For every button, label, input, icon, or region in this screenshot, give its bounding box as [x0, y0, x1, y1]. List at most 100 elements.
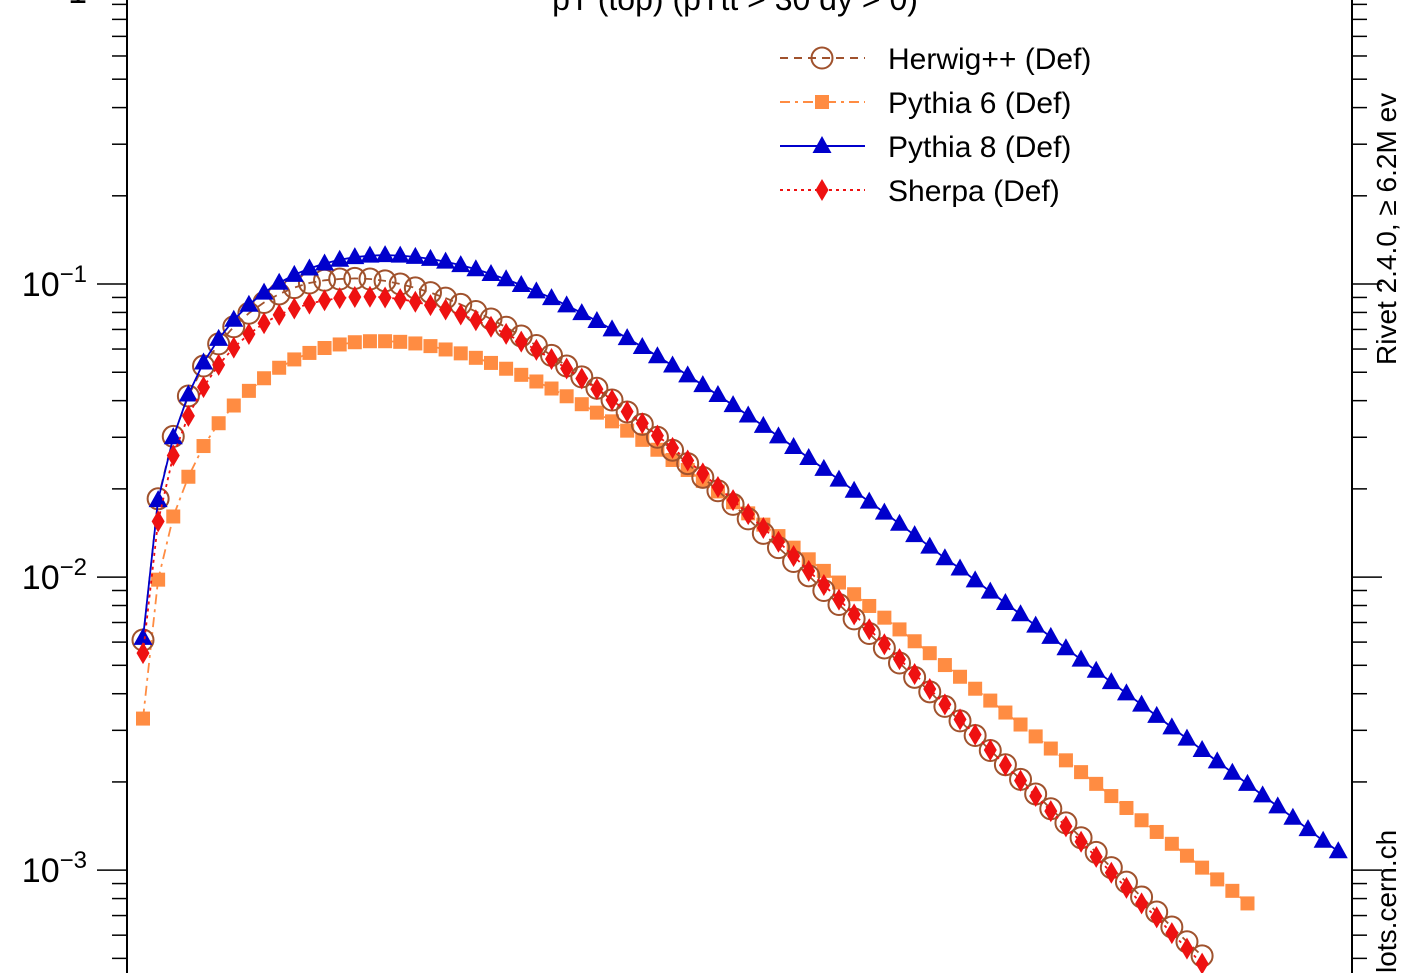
data-point: [590, 378, 604, 401]
data-point: [874, 502, 894, 520]
data-point: [1089, 845, 1103, 868]
data-point: [1253, 785, 1273, 803]
data-point: [393, 334, 408, 349]
data-point: [163, 427, 183, 445]
data-point: [272, 303, 286, 326]
data-point: [317, 340, 332, 355]
data-point: [136, 642, 150, 665]
data-point: [1237, 773, 1257, 791]
data-point: [454, 303, 468, 326]
data-point: [862, 598, 877, 613]
data-point: [1313, 830, 1333, 848]
data-point: [678, 365, 698, 383]
data-point: [330, 249, 350, 267]
data-point: [496, 269, 516, 287]
data-point: [146, 487, 170, 511]
data-point: [801, 552, 816, 567]
data-point: [529, 374, 544, 389]
data-point: [1240, 896, 1255, 911]
plot-area: [131, 245, 1348, 973]
data-point: [1165, 922, 1179, 945]
data-point: [559, 389, 574, 404]
data-point: [696, 462, 710, 485]
data-point: [1225, 883, 1240, 898]
data-point: [1283, 807, 1303, 825]
data-point: [347, 335, 362, 350]
data-point: [844, 480, 864, 498]
data-point: [1044, 800, 1058, 823]
data-point: [605, 414, 620, 429]
data-point: [348, 286, 362, 309]
data-point: [799, 447, 819, 465]
data-point: [151, 572, 166, 587]
data-point: [1179, 848, 1194, 863]
legend-marker: [810, 46, 834, 70]
side-label-bottom: lots.cern.ch: [1371, 830, 1402, 973]
data-point: [363, 285, 377, 308]
data-point: [453, 346, 468, 361]
data-point: [907, 634, 922, 649]
data-point: [995, 592, 1015, 610]
data-point: [980, 581, 1000, 599]
data-point: [602, 319, 622, 337]
data-point: [905, 525, 925, 543]
data-point: [257, 312, 271, 335]
data-point: [542, 288, 562, 306]
data-point: [226, 398, 241, 413]
data-point: [572, 303, 592, 321]
data-point: [937, 658, 952, 673]
y-tick-label: 10−3: [22, 847, 87, 890]
data-point: [632, 336, 652, 354]
data-point: [877, 610, 892, 625]
data-point: [405, 246, 425, 264]
data-point: [469, 309, 483, 332]
data-point: [1162, 717, 1182, 735]
data-point: [451, 255, 471, 273]
data-point: [1059, 815, 1073, 838]
data-point: [423, 294, 437, 317]
data-point: [1026, 615, 1046, 633]
data-point: [814, 458, 834, 476]
data-point: [859, 491, 879, 509]
y-tick-label: 10−2: [22, 554, 87, 597]
legend-marker: [812, 136, 832, 153]
data-point: [771, 530, 785, 553]
data-point: [1149, 824, 1164, 839]
data-point: [511, 275, 531, 293]
data-point: [968, 723, 982, 746]
data-point: [1192, 740, 1212, 758]
data-point: [197, 376, 211, 399]
data-point: [181, 404, 195, 427]
data-point: [1177, 728, 1197, 746]
data-point: [136, 711, 150, 726]
data-point: [362, 334, 377, 349]
data-point: [574, 397, 589, 412]
y-tick-label: 1: [68, 0, 87, 11]
data-point: [681, 449, 695, 472]
data-point: [436, 251, 456, 269]
data-point: [181, 469, 196, 484]
data-point: [635, 412, 649, 435]
legend-label: Pythia 6 (Def): [888, 87, 1071, 120]
data-point: [287, 297, 301, 320]
data-point: [817, 573, 831, 596]
data-point: [1086, 660, 1106, 678]
data-point: [315, 253, 335, 271]
data-point: [998, 705, 1013, 720]
data-point: [575, 367, 589, 390]
data-point: [209, 328, 229, 346]
data-point: [545, 347, 559, 370]
y-axis-ticks: [97, 3, 1382, 960]
data-point: [408, 336, 423, 351]
data-point: [711, 475, 725, 498]
data-point: [1180, 937, 1194, 960]
data-point: [1132, 694, 1152, 712]
data-point: [333, 287, 347, 310]
data-point: [1328, 841, 1348, 859]
data-point: [847, 587, 862, 602]
data-point: [1101, 672, 1121, 690]
data-point: [1104, 861, 1118, 884]
legend-label: Herwig++ (Def): [888, 43, 1091, 76]
data-point: [756, 517, 770, 540]
data-point: [257, 371, 272, 386]
